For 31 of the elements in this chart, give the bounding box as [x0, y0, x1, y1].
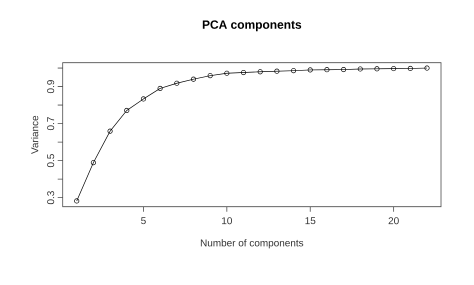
y-axis-title: Variance: [30, 116, 38, 154]
x-tick-label: 15: [305, 217, 316, 224]
point: [190, 76, 196, 82]
y-tick-label: 0.7: [47, 117, 54, 130]
point: [158, 86, 163, 91]
point: [291, 68, 296, 74]
point: [358, 66, 363, 72]
x-tick-label: 5: [141, 217, 146, 224]
y-tick-label: 0.9: [47, 80, 54, 94]
point: [240, 70, 246, 76]
chart-title: PCA components: [202, 20, 302, 32]
y-tick-label: 0.3: [47, 191, 54, 204]
point: [341, 67, 346, 72]
point: [391, 66, 396, 72]
x-tick-label: 20: [388, 217, 399, 224]
x-axis-title: Number of components: [200, 239, 304, 248]
point: [90, 160, 96, 166]
point: [374, 66, 380, 72]
point: [208, 73, 213, 78]
point: [408, 66, 413, 71]
point: [124, 108, 130, 114]
x-tick-label: 10: [222, 217, 232, 224]
point: [308, 67, 313, 72]
point: [140, 96, 146, 102]
point: [324, 67, 330, 72]
point: [258, 69, 263, 74]
point: [108, 128, 113, 134]
point: [274, 68, 280, 74]
y-tick-label: 0.5: [47, 154, 54, 168]
point: [224, 70, 230, 76]
point: [174, 80, 180, 86]
